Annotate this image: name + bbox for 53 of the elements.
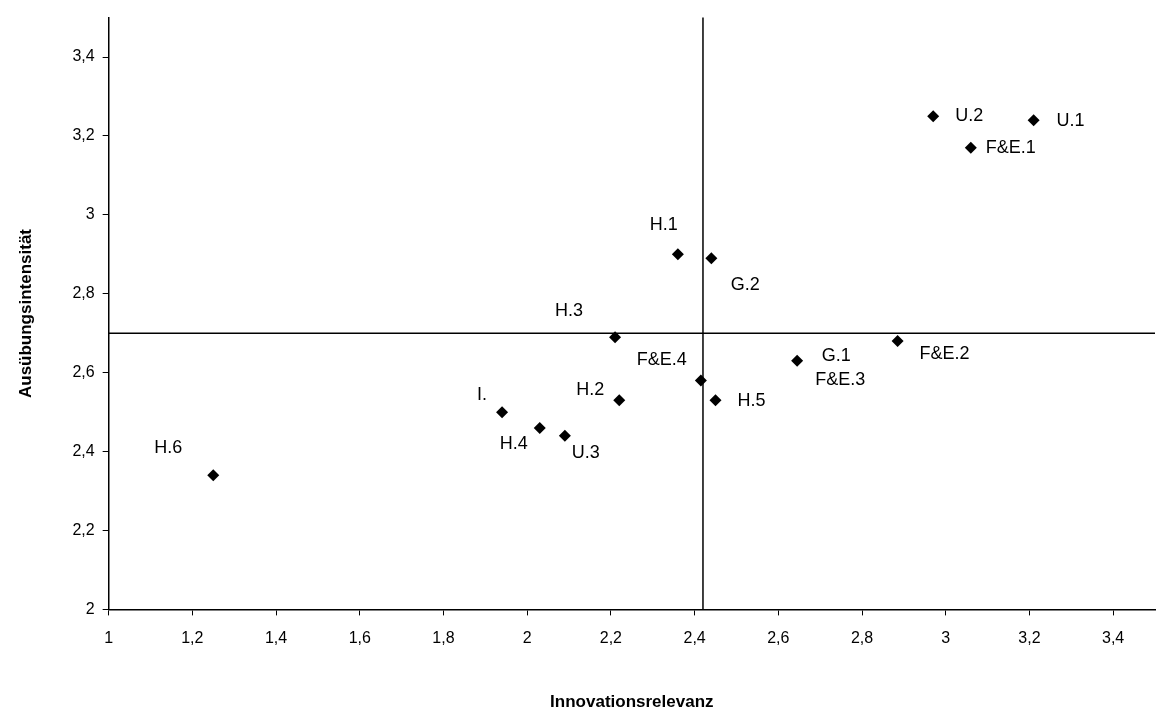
y-tick-label: 2: [85, 599, 95, 617]
point: [709, 394, 722, 407]
x-tick-label: 3,4: [1102, 629, 1125, 647]
annotation: U.2: [955, 105, 984, 126]
point: [533, 421, 546, 434]
point: [927, 110, 940, 123]
y-axis-title: Ausübungsintensität: [15, 228, 35, 399]
y-tick-label: 3,2: [72, 126, 95, 144]
point: [613, 394, 626, 407]
point: [609, 331, 622, 344]
x-tick-label: 2: [522, 629, 532, 647]
y-tick-label: 2,6: [72, 363, 95, 381]
x-tick-label: 2,6: [767, 629, 790, 647]
x-tick-label: 2,4: [683, 629, 706, 647]
annotation: F&E.1: [985, 136, 1036, 157]
x-tick-label: 1,2: [181, 629, 204, 647]
annotation: F&E.4: [636, 348, 687, 369]
point: [496, 406, 509, 419]
point: [891, 335, 904, 348]
annotation: G.1: [821, 344, 851, 365]
x-tick-label: 1,4: [264, 629, 288, 647]
annotation: H.4: [499, 432, 528, 453]
x-tick-label: 3,2: [1018, 629, 1041, 647]
x-tick-label: 3: [941, 629, 951, 647]
x-axis-title: Innovationsrelevanz: [550, 692, 714, 712]
annotation: H.2: [576, 379, 605, 400]
y-tick-label: 2,8: [72, 284, 95, 302]
y-tick-label: 3,4: [72, 47, 95, 65]
annotation: F&E.2: [919, 343, 970, 364]
annotation: I.: [477, 384, 488, 405]
x-tick-label: 1,6: [348, 629, 371, 647]
point: [791, 354, 804, 367]
annotation: H.5: [737, 390, 766, 411]
x-tick-label: 1,8: [432, 629, 455, 647]
annotation: U.3: [571, 441, 600, 462]
point: [705, 252, 718, 265]
y-tick-label: 3: [85, 205, 95, 223]
point: [964, 141, 977, 154]
point: [558, 429, 571, 442]
y-tick-label: 2,4: [72, 441, 95, 459]
annotation: G.2: [730, 274, 760, 295]
x-tick-label: 2,2: [599, 629, 623, 647]
annotation: H.3: [555, 300, 584, 321]
point: [671, 248, 684, 261]
x-tick-label: 1: [104, 629, 114, 647]
annotation: H.6: [154, 437, 183, 458]
point: [1027, 114, 1040, 127]
annotation: H.1: [649, 214, 678, 235]
annotation: U.1: [1056, 110, 1085, 131]
annotation: F&E.3: [815, 368, 866, 389]
x-tick-label: 2,8: [850, 629, 874, 647]
point: [207, 469, 220, 482]
y-tick-label: 2,2: [72, 520, 95, 538]
